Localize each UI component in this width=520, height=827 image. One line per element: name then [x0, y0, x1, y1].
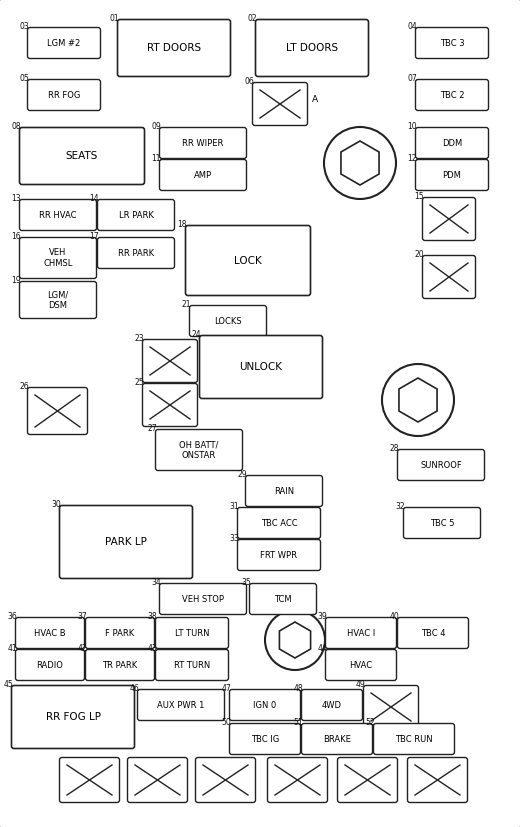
- Polygon shape: [399, 378, 437, 422]
- Text: AUX PWR 1: AUX PWR 1: [158, 700, 205, 710]
- Text: 25: 25: [134, 378, 144, 387]
- Text: 06: 06: [244, 77, 254, 86]
- Text: LGM/
DSM: LGM/ DSM: [47, 290, 69, 309]
- Text: RADIO: RADIO: [36, 661, 63, 670]
- Text: TBC 4: TBC 4: [421, 629, 445, 638]
- FancyBboxPatch shape: [408, 758, 467, 802]
- Circle shape: [265, 610, 325, 670]
- Text: LT DOORS: LT DOORS: [286, 43, 338, 53]
- FancyBboxPatch shape: [415, 160, 488, 190]
- Text: HVAC B: HVAC B: [34, 629, 66, 638]
- FancyBboxPatch shape: [16, 618, 84, 648]
- Text: 09: 09: [151, 122, 161, 131]
- Text: 15: 15: [414, 192, 424, 201]
- FancyBboxPatch shape: [98, 199, 175, 231]
- Text: HVAC: HVAC: [349, 661, 372, 670]
- Text: 12: 12: [408, 154, 417, 163]
- FancyBboxPatch shape: [189, 305, 267, 337]
- Text: 40: 40: [389, 612, 399, 621]
- Polygon shape: [279, 622, 310, 658]
- Text: 32: 32: [395, 502, 405, 511]
- FancyBboxPatch shape: [415, 127, 488, 159]
- Text: 48: 48: [293, 684, 303, 693]
- Text: 39: 39: [317, 612, 327, 621]
- FancyBboxPatch shape: [363, 686, 419, 729]
- Text: LOCKS: LOCKS: [214, 317, 242, 326]
- Circle shape: [324, 127, 396, 199]
- Text: RT TURN: RT TURN: [174, 661, 210, 670]
- Text: TBC RUN: TBC RUN: [395, 734, 433, 743]
- FancyBboxPatch shape: [98, 237, 175, 269]
- Text: 21: 21: [181, 300, 191, 309]
- Text: 08: 08: [11, 122, 21, 131]
- Text: TBC IG: TBC IG: [251, 734, 279, 743]
- Text: IGN 0: IGN 0: [253, 700, 277, 710]
- FancyBboxPatch shape: [118, 20, 230, 77]
- FancyBboxPatch shape: [229, 724, 301, 754]
- Text: LR PARK: LR PARK: [119, 211, 153, 219]
- Text: 16: 16: [11, 232, 21, 241]
- Text: FRT WPR: FRT WPR: [261, 551, 297, 560]
- Text: 10: 10: [407, 122, 417, 131]
- FancyBboxPatch shape: [267, 758, 328, 802]
- FancyBboxPatch shape: [186, 226, 310, 295]
- Text: TR PARK: TR PARK: [102, 661, 138, 670]
- Text: 4WD: 4WD: [322, 700, 342, 710]
- Text: PDM: PDM: [443, 170, 461, 179]
- Text: HVAC I: HVAC I: [347, 629, 375, 638]
- Text: F PARK: F PARK: [106, 629, 135, 638]
- Text: 20: 20: [414, 250, 424, 259]
- Text: PARK LP: PARK LP: [105, 537, 147, 547]
- FancyBboxPatch shape: [155, 429, 242, 471]
- Text: A: A: [312, 95, 318, 104]
- FancyBboxPatch shape: [253, 83, 307, 126]
- Text: TBC ACC: TBC ACC: [261, 519, 297, 528]
- FancyBboxPatch shape: [155, 618, 228, 648]
- Text: LT TURN: LT TURN: [175, 629, 209, 638]
- FancyBboxPatch shape: [415, 27, 488, 59]
- FancyBboxPatch shape: [28, 79, 100, 111]
- Text: TBC 5: TBC 5: [430, 519, 454, 528]
- Text: 01: 01: [109, 14, 119, 23]
- Text: RR FOG: RR FOG: [48, 90, 80, 99]
- Text: RR FOG LP: RR FOG LP: [46, 712, 100, 722]
- Polygon shape: [341, 141, 379, 185]
- Text: 37: 37: [77, 612, 87, 621]
- FancyBboxPatch shape: [422, 198, 475, 241]
- Circle shape: [382, 364, 454, 436]
- FancyBboxPatch shape: [229, 690, 301, 720]
- Text: RT DOORS: RT DOORS: [147, 43, 201, 53]
- FancyBboxPatch shape: [28, 388, 87, 434]
- Text: RR WIPER: RR WIPER: [183, 138, 224, 147]
- Text: 24: 24: [191, 330, 201, 339]
- Text: 45: 45: [3, 680, 13, 689]
- FancyBboxPatch shape: [85, 618, 154, 648]
- Text: 30: 30: [51, 500, 61, 509]
- Text: VEH
CHMSL: VEH CHMSL: [43, 248, 73, 268]
- Text: 19: 19: [11, 276, 21, 285]
- Text: 42: 42: [77, 644, 87, 653]
- Text: 33: 33: [229, 534, 239, 543]
- Text: VEH STOP: VEH STOP: [182, 595, 224, 604]
- FancyBboxPatch shape: [302, 690, 362, 720]
- Text: RAIN: RAIN: [274, 486, 294, 495]
- Text: 03: 03: [19, 22, 29, 31]
- Text: 38: 38: [147, 612, 157, 621]
- FancyBboxPatch shape: [59, 505, 192, 579]
- FancyBboxPatch shape: [11, 686, 135, 748]
- Text: RR HVAC: RR HVAC: [39, 211, 77, 219]
- Text: 02: 02: [248, 14, 257, 23]
- Text: TBC 3: TBC 3: [440, 39, 464, 47]
- FancyBboxPatch shape: [200, 336, 322, 399]
- Text: 11: 11: [151, 154, 161, 163]
- FancyBboxPatch shape: [302, 724, 372, 754]
- FancyBboxPatch shape: [422, 256, 475, 299]
- Text: 34: 34: [151, 578, 161, 587]
- FancyBboxPatch shape: [16, 649, 84, 681]
- Text: 46: 46: [129, 684, 139, 693]
- FancyBboxPatch shape: [20, 281, 97, 318]
- FancyBboxPatch shape: [20, 127, 145, 184]
- Text: 51: 51: [293, 718, 303, 727]
- Text: 41: 41: [7, 644, 17, 653]
